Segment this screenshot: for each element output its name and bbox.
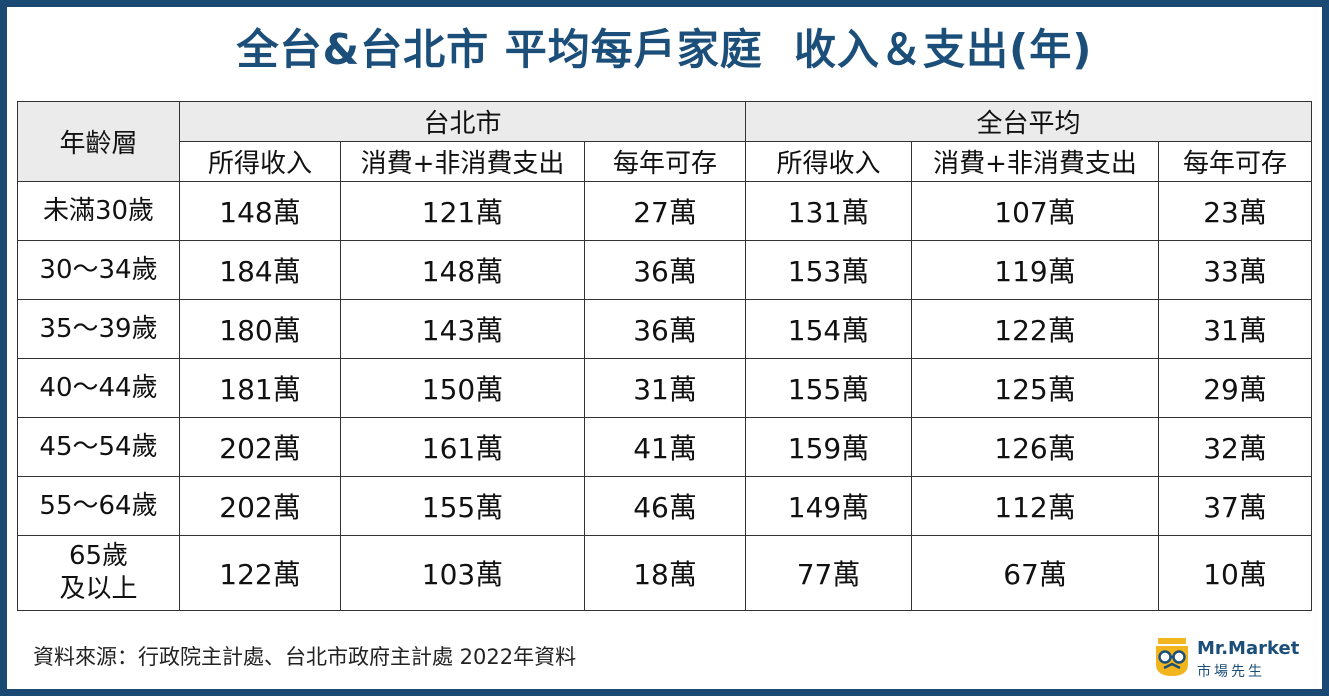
table-cell: 32萬 [1158,417,1313,477]
column-header: 所得收入 [745,141,913,182]
table-cell: 143萬 [340,299,585,359]
table-row: 45～54歲 202萬 161萬 41萬 159萬 126萬 32萬 [17,417,1313,477]
column-header: 消費+非消費支出 [340,141,585,182]
table-cell: 36萬 [583,240,747,300]
table-cell: 159萬 [745,417,913,477]
table-cell: 10萬 [1158,535,1313,611]
table-cell: 23萬 [1158,181,1313,241]
income-expense-table: 年齡層 台北市 全台平均 所得收入 消費+非消費支出 每年可存 所得收入 消費+… [17,101,1313,611]
table-cell: 29萬 [1158,358,1313,418]
group-header-national: 全台平均 [745,101,1313,142]
table-cell: 155萬 [745,358,913,418]
source-note: 資料來源：行政院主計處、台北市政府主計處 2022年資料 [33,645,577,669]
table-cell: 37萬 [1158,476,1313,536]
age-header: 年齡層 [17,101,180,182]
table-cell: 184萬 [179,240,341,300]
table-cell: 155萬 [340,476,585,536]
logo-subtitle: 市場先生 [1197,664,1265,680]
table-cell: 131萬 [745,181,913,241]
column-header: 每年可存 [583,141,747,182]
table-cell: 149萬 [745,476,913,536]
table-cell: 31萬 [583,358,747,418]
table-cell: 41萬 [583,417,747,477]
table-cell: 125萬 [911,358,1160,418]
owl-glasses-icon [1156,638,1188,676]
table-cell: 153萬 [745,240,913,300]
table-cell: 154萬 [745,299,913,359]
table-cell: 46萬 [583,476,747,536]
column-header: 消費+非消費支出 [911,141,1160,182]
age-cell: 35～39歲 [17,299,180,359]
table-cell: 148萬 [340,240,585,300]
table-cell: 77萬 [745,535,913,611]
table-row: 30～34歲 184萬 148萬 36萬 153萬 119萬 33萬 [17,240,1313,300]
column-header: 所得收入 [179,141,341,182]
table-cell: 121萬 [340,181,585,241]
table-cell: 107萬 [911,181,1160,241]
table-cell: 18萬 [583,535,747,611]
table-cell: 150萬 [340,358,585,418]
age-cell: 55～64歲 [17,476,180,536]
table-cell: 148萬 [179,181,341,241]
group-header-row: 年齡層 台北市 全台平均 [17,101,1313,182]
table-row: 35～39歲 180萬 143萬 36萬 154萬 122萬 31萬 [17,299,1313,359]
table-row: 65歲 及以上 122萬 103萬 18萬 77萬 67萬 10萬 [17,535,1313,611]
page-title: 全台&台北市 平均每戶家庭 收入＆支出(年) [236,25,1093,74]
column-header: 每年可存 [1158,141,1313,182]
column-header-row: 所得收入 消費+非消費支出 每年可存 所得收入 消費+非消費支出 每年可存 [18,141,1313,182]
table-row: 未滿30歲 148萬 121萬 27萬 131萬 107萬 23萬 [17,181,1313,241]
table-cell: 122萬 [911,299,1160,359]
table-cell: 180萬 [179,299,341,359]
table-row: 40～44歲 181萬 150萬 31萬 155萬 125萬 29萬 [17,358,1313,418]
table-row: 55～64歲 202萬 155萬 46萬 149萬 112萬 37萬 [17,476,1313,536]
table-cell: 27萬 [583,181,747,241]
table-cell: 67萬 [911,535,1160,611]
table-cell: 161萬 [340,417,585,477]
group-header-taipei: 台北市 [178,101,747,142]
table-cell: 181萬 [179,358,341,418]
table-cell: 202萬 [179,476,341,536]
age-cell: 65歲 及以上 [17,535,180,611]
age-cell: 未滿30歲 [17,181,180,241]
age-cell: 30～34歲 [17,240,180,300]
table-cell: 122萬 [179,535,341,611]
table-cell: 103萬 [340,535,585,611]
table-cell: 202萬 [179,417,341,477]
table-cell: 112萬 [911,476,1160,536]
table-cell: 126萬 [911,417,1160,477]
brand-logo: Mr.Market 市場先生 [1152,636,1312,680]
table-cell: 31萬 [1158,299,1313,359]
age-cell: 45～54歲 [17,417,180,477]
table-cell: 119萬 [911,240,1160,300]
age-line: 65歲 [68,541,129,571]
table-cell: 36萬 [583,299,747,359]
age-cell: 40～44歲 [17,358,180,418]
logo-name: Mr.Market [1197,638,1300,659]
table-cell: 33萬 [1158,240,1313,300]
age-line: 及以上 [59,574,138,604]
